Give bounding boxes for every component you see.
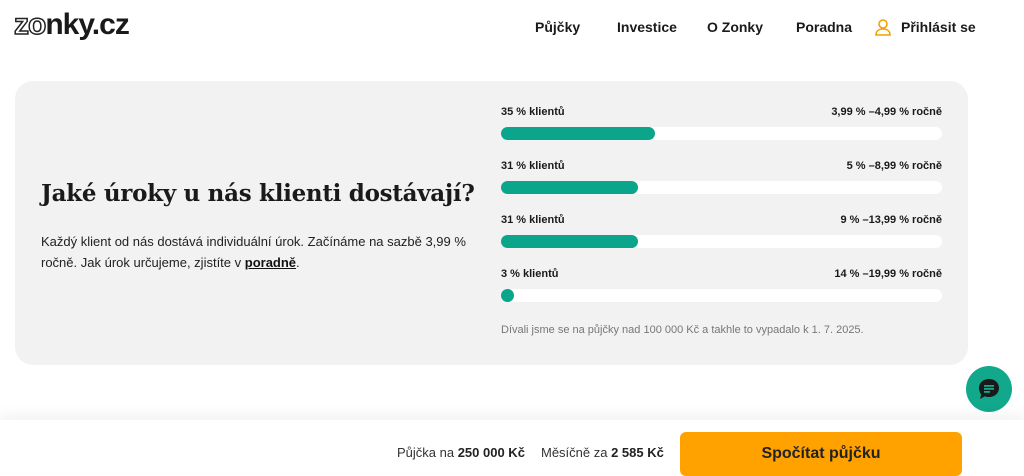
nav-o-zonky[interactable]: O Zonky [707,19,764,35]
rate-range: 9 % –13,99 % ročně [840,214,942,226]
section-title: Jaké úroky u nás klienti dostávají? [41,180,475,207]
interest-card [15,81,968,365]
section-description: Každý klient od nás dostává individuální… [41,234,466,270]
user-icon[interactable] [874,18,892,36]
progress-track [501,181,942,194]
progress-track [501,127,942,140]
loan-amount: Půjčka na 250 000 Kč [397,445,525,460]
progress-track [501,235,942,248]
monthly-payment: Měsíčně za 2 585 Kč [541,445,664,460]
progress-track [501,289,942,302]
nav-poradna[interactable]: Poradna [796,19,853,35]
chat-icon [979,379,999,399]
poradna-link[interactable]: poradně [244,255,297,270]
nav-investice[interactable]: Investice [617,19,677,35]
progress-fill [501,235,638,248]
progress-fill [501,289,515,302]
client-share: 35 % klientů [501,106,565,118]
rate-range: 3,99 % –4,99 % ročně [831,106,942,118]
chat-button[interactable] [966,366,1012,412]
progress-fill [501,181,638,194]
client-share: 3 % klientů [501,268,559,280]
client-share: 31 % klientů [501,214,565,226]
nav-pujcky[interactable]: Půjčky [535,19,581,35]
rate-range: 5 % –8,99 % ročně [846,160,942,172]
calculate-loan-button[interactable]: Spočítat půjčku [680,432,962,476]
progress-fill [501,127,656,140]
client-share: 31 % klientů [501,160,565,172]
login-link[interactable]: Přihlásit se [901,19,976,35]
data-note: Dívali jsme se na půjčky nad 100 000 Kč … [501,324,864,336]
logo[interactable]: zonky.cz [13,7,130,42]
rate-range: 14 % –19,99 % ročně [834,268,942,280]
